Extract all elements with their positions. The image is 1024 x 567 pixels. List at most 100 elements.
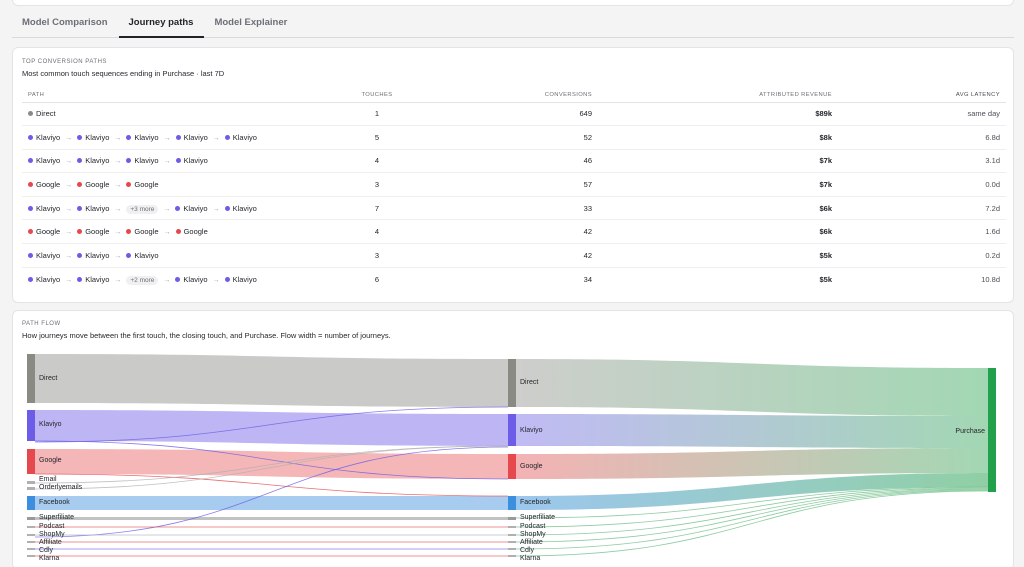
arrow-right-icon: → <box>65 205 73 213</box>
revenue-cell: $8k <box>592 125 832 150</box>
channel-label: Klaviyo <box>36 250 61 260</box>
closing-touch-label: Podcast <box>520 523 545 530</box>
table-row[interactable]: Google → Google → Google → Google 4 42 $6k 1.6d <box>22 219 1006 245</box>
first-touch-node[interactable] <box>27 517 35 520</box>
first-touch-node[interactable] <box>27 410 35 441</box>
path-step: Klaviyo <box>126 156 159 165</box>
channel-dot-icon <box>224 134 230 140</box>
closing-touch-node[interactable] <box>508 541 516 543</box>
path-step: Google <box>126 227 159 236</box>
closing-touch-node[interactable] <box>508 555 516 557</box>
flow-link <box>516 414 988 448</box>
path-step: Klaviyo <box>224 204 257 213</box>
channel-label: Klaviyo <box>85 274 110 284</box>
closing-touch-node[interactable] <box>508 414 516 446</box>
arrow-right-icon: → <box>212 205 220 213</box>
table-header-row: PATH TOUCHES CONVERSIONS ATTRIBUTED REVE… <box>22 88 1006 103</box>
channel-label: Klaviyo <box>134 132 159 142</box>
table-row[interactable]: Klaviyo → Klaviyo → +3 more → Klaviyo → Klaviyo 7… <box>22 196 1006 221</box>
table-row[interactable]: Klaviyo → Klaviyo → Klaviyo → Klaviyo → Klaviyo 5… <box>22 125 1006 150</box>
closing-touch-node[interactable] <box>508 496 516 510</box>
arrow-right-icon: → <box>114 229 122 237</box>
path-step: Klaviyo <box>224 133 257 142</box>
flow-link <box>515 486 989 519</box>
tab-journey-paths[interactable]: Journey paths <box>118 10 205 38</box>
first-touch-node[interactable] <box>27 534 35 536</box>
closing-touch-node[interactable] <box>508 517 516 520</box>
channel-dot-icon <box>28 229 33 235</box>
revenue-cell: $89k <box>592 102 832 127</box>
table-row[interactable]: Klaviyo → Klaviyo → Klaviyo → Klaviyo 4 46 $7k 3.1… <box>22 149 1006 174</box>
channel-dot-icon <box>175 134 181 140</box>
tab-model-explainer[interactable]: Model Explainer <box>214 17 288 28</box>
revenue-cell: $5k <box>819 274 832 284</box>
first-touch-node[interactable] <box>27 555 35 557</box>
table-row[interactable]: Google → Google → Google 3 57 $7k 0.0d <box>22 172 1006 197</box>
revenue-cell: $6k <box>592 219 832 245</box>
closing-touch-label: Klarna <box>520 555 540 562</box>
closing-touch-node[interactable] <box>508 359 516 407</box>
channel-label: Klaviyo <box>36 203 61 213</box>
first-touch-label: Google <box>39 457 62 464</box>
first-touch-node[interactable] <box>27 481 35 484</box>
path-cell: Klaviyo → Klaviyo → Klaviyo → Klaviyo <box>22 149 312 174</box>
flow-link <box>516 448 988 479</box>
flow-link <box>35 410 508 446</box>
path-step: Google <box>77 180 109 189</box>
closing-touch-label: Direct <box>520 379 538 386</box>
latency-cell: 3.1d <box>832 149 1006 174</box>
channel-dot-icon <box>77 276 83 282</box>
arrow-right-icon: → <box>65 134 73 142</box>
channel-dot-icon <box>77 158 83 164</box>
closing-touch-node[interactable] <box>508 548 516 550</box>
arrow-right-icon: → <box>114 205 122 213</box>
purchase-label: Purchase <box>955 428 985 435</box>
purchase-node[interactable] <box>988 368 996 492</box>
latency-cell: 10.8d <box>981 274 1000 284</box>
first-touch-node[interactable] <box>27 526 35 528</box>
channel-label: Klaviyo <box>36 156 61 166</box>
closing-touch-node[interactable] <box>508 526 516 528</box>
path-step: Klaviyo <box>77 251 109 260</box>
first-touch-node[interactable] <box>27 496 35 510</box>
channel-label: Google <box>36 180 61 190</box>
first-touch-node[interactable] <box>27 548 35 550</box>
table-row[interactable]: Direct 1 649 $89k same day <box>22 102 1006 127</box>
channel-label: Klaviyo <box>183 274 208 284</box>
path-step: Klaviyo <box>126 132 159 142</box>
first-touch-node[interactable] <box>27 541 35 543</box>
latency-cell: 7.2d <box>832 196 1006 221</box>
table-row[interactable]: Klaviyo → Klaviyo → +2 more → Klaviyo → Klaviyo 6… <box>22 267 1006 291</box>
channel-dot-icon <box>77 205 83 211</box>
channel-dot-icon <box>28 111 33 117</box>
path-cell: Klaviyo → Klaviyo → +2 more → Klaviyo → Klaviyo <box>22 267 312 291</box>
path-step: Klaviyo <box>28 251 60 260</box>
path-cell: Direct <box>22 102 312 127</box>
column-header-revenue: ATTRIBUTED REVENUE <box>592 88 832 103</box>
table-row[interactable]: Klaviyo → Klaviyo → Klaviyo 3 42 $5k 0.2d <box>22 243 1006 268</box>
paths-table: PATH TOUCHES CONVERSIONS ATTRIBUTED REVE… <box>22 88 1006 291</box>
path-step: Klaviyo <box>175 274 208 284</box>
closing-touch-node[interactable] <box>508 534 516 536</box>
section-eyebrow: PATH FLOW <box>22 321 61 327</box>
conversions-cell: 52 <box>442 125 592 150</box>
latency-cell: 1.6d <box>832 219 1006 245</box>
first-touch-node[interactable] <box>27 354 35 403</box>
channel-label: Google <box>85 227 110 237</box>
closing-touch-node[interactable] <box>508 454 516 479</box>
channel-label: Klaviyo <box>134 250 159 260</box>
flow-link <box>515 490 989 557</box>
arrow-right-icon: → <box>65 229 73 237</box>
flow-link <box>516 359 988 416</box>
column-header-latency: AVG LATENCY <box>832 88 1006 103</box>
first-touch-label: Email <box>39 476 57 483</box>
first-touch-label: Superfiliate <box>39 514 74 521</box>
first-touch-node[interactable] <box>27 487 35 490</box>
closing-touch-label: Klaviyo <box>520 427 543 434</box>
arrow-right-icon: → <box>163 205 171 213</box>
channel-dot-icon <box>175 276 181 282</box>
first-touch-node[interactable] <box>27 449 35 474</box>
touches-cell: 3 <box>312 243 442 268</box>
tab-model-comparison[interactable]: Model Comparison <box>22 17 108 28</box>
channel-dot-icon <box>28 182 33 188</box>
